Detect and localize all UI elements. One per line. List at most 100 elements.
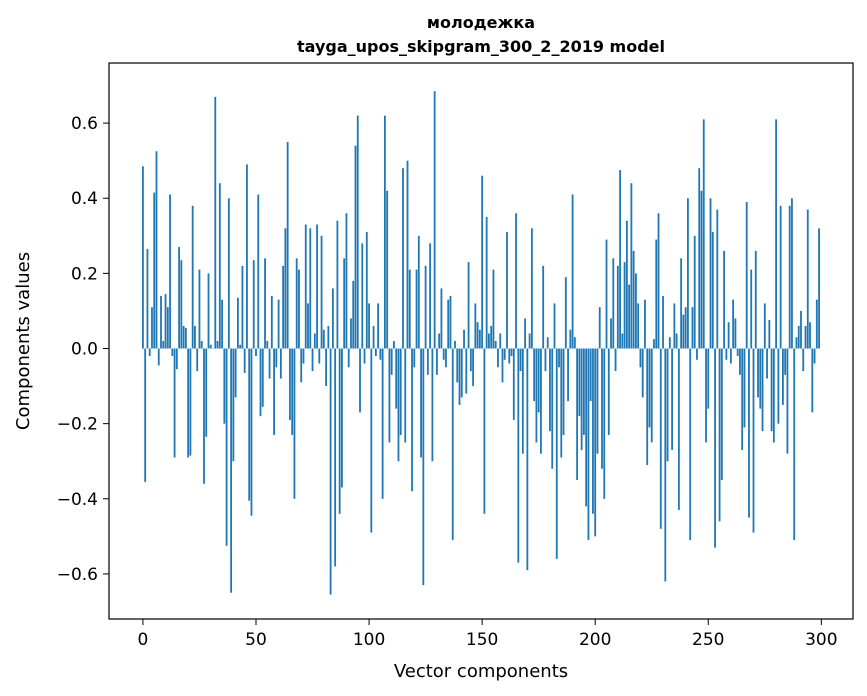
bar [754, 250, 757, 349]
bar [175, 348, 178, 370]
bar [295, 258, 298, 349]
bar [524, 318, 527, 349]
bar [601, 348, 603, 469]
bar [433, 91, 436, 349]
bar [218, 183, 221, 349]
bar [644, 299, 646, 349]
bar [725, 348, 728, 360]
bar [370, 348, 373, 533]
bar [512, 348, 515, 420]
bar [646, 348, 649, 465]
bar [255, 348, 257, 357]
bar [155, 151, 158, 349]
bar [705, 348, 707, 443]
bar [180, 260, 183, 349]
bar [761, 348, 764, 432]
bar [605, 239, 608, 349]
bar [458, 348, 461, 405]
bar [723, 250, 726, 349]
bar [811, 348, 814, 413]
x-tick-label: 100 [353, 630, 385, 650]
bar [327, 325, 330, 349]
bar [614, 348, 617, 372]
bar [481, 175, 484, 349]
bar [592, 348, 594, 514]
bar [146, 248, 149, 349]
bar [424, 265, 427, 349]
bar [196, 348, 199, 372]
bar [562, 348, 565, 435]
bar [472, 348, 474, 387]
bar [365, 232, 368, 349]
bar [291, 348, 294, 435]
bar [521, 348, 524, 454]
bar [216, 341, 219, 349]
bar [336, 220, 339, 349]
bar [587, 348, 590, 541]
bar [628, 284, 631, 349]
bar [610, 318, 612, 349]
bar [178, 247, 181, 349]
bar [675, 333, 678, 349]
bar-series [142, 91, 820, 595]
bar [435, 348, 438, 375]
bar [438, 333, 441, 349]
bar [474, 303, 477, 349]
bar [655, 239, 658, 349]
bar [777, 348, 780, 424]
bar [784, 348, 787, 375]
bar [300, 348, 303, 383]
bar [619, 170, 621, 349]
bar [402, 168, 404, 349]
bar [316, 224, 318, 349]
x-axis-ticks: 0 50 100 150 200 250 300 [138, 619, 838, 650]
bar [259, 348, 262, 417]
bar [718, 348, 721, 522]
bar [250, 348, 253, 516]
bar [546, 337, 549, 349]
bar [635, 273, 637, 349]
bar [345, 213, 348, 349]
bar [311, 348, 314, 372]
bar [630, 183, 633, 349]
bar [689, 348, 692, 541]
bar [519, 348, 522, 372]
bar [286, 141, 289, 349]
bar [318, 348, 321, 364]
bar [442, 348, 445, 360]
bar [553, 303, 556, 349]
bar [359, 348, 361, 413]
bar [388, 348, 391, 443]
bar [639, 348, 642, 368]
bar [641, 348, 644, 398]
bar [696, 348, 698, 360]
bar [662, 295, 664, 349]
bar [148, 348, 151, 357]
bar [239, 344, 242, 349]
bar [372, 325, 375, 349]
bar [223, 348, 226, 424]
bar [702, 119, 705, 349]
bar [573, 337, 576, 349]
bar [741, 348, 744, 450]
bar [770, 348, 773, 432]
bar [549, 348, 551, 432]
bar [411, 348, 413, 492]
bar [408, 269, 411, 349]
bar [456, 348, 459, 383]
bar [361, 243, 364, 349]
bar [187, 348, 190, 458]
bar [540, 348, 542, 454]
bar [517, 348, 520, 563]
bar [664, 348, 667, 582]
bar [157, 348, 160, 366]
bar [264, 258, 266, 349]
bar [377, 303, 380, 349]
bar [772, 348, 775, 443]
bar [476, 322, 479, 349]
bar [492, 269, 495, 349]
bar [322, 329, 325, 349]
bar [478, 329, 481, 349]
bar [429, 243, 432, 349]
bar [356, 115, 359, 349]
